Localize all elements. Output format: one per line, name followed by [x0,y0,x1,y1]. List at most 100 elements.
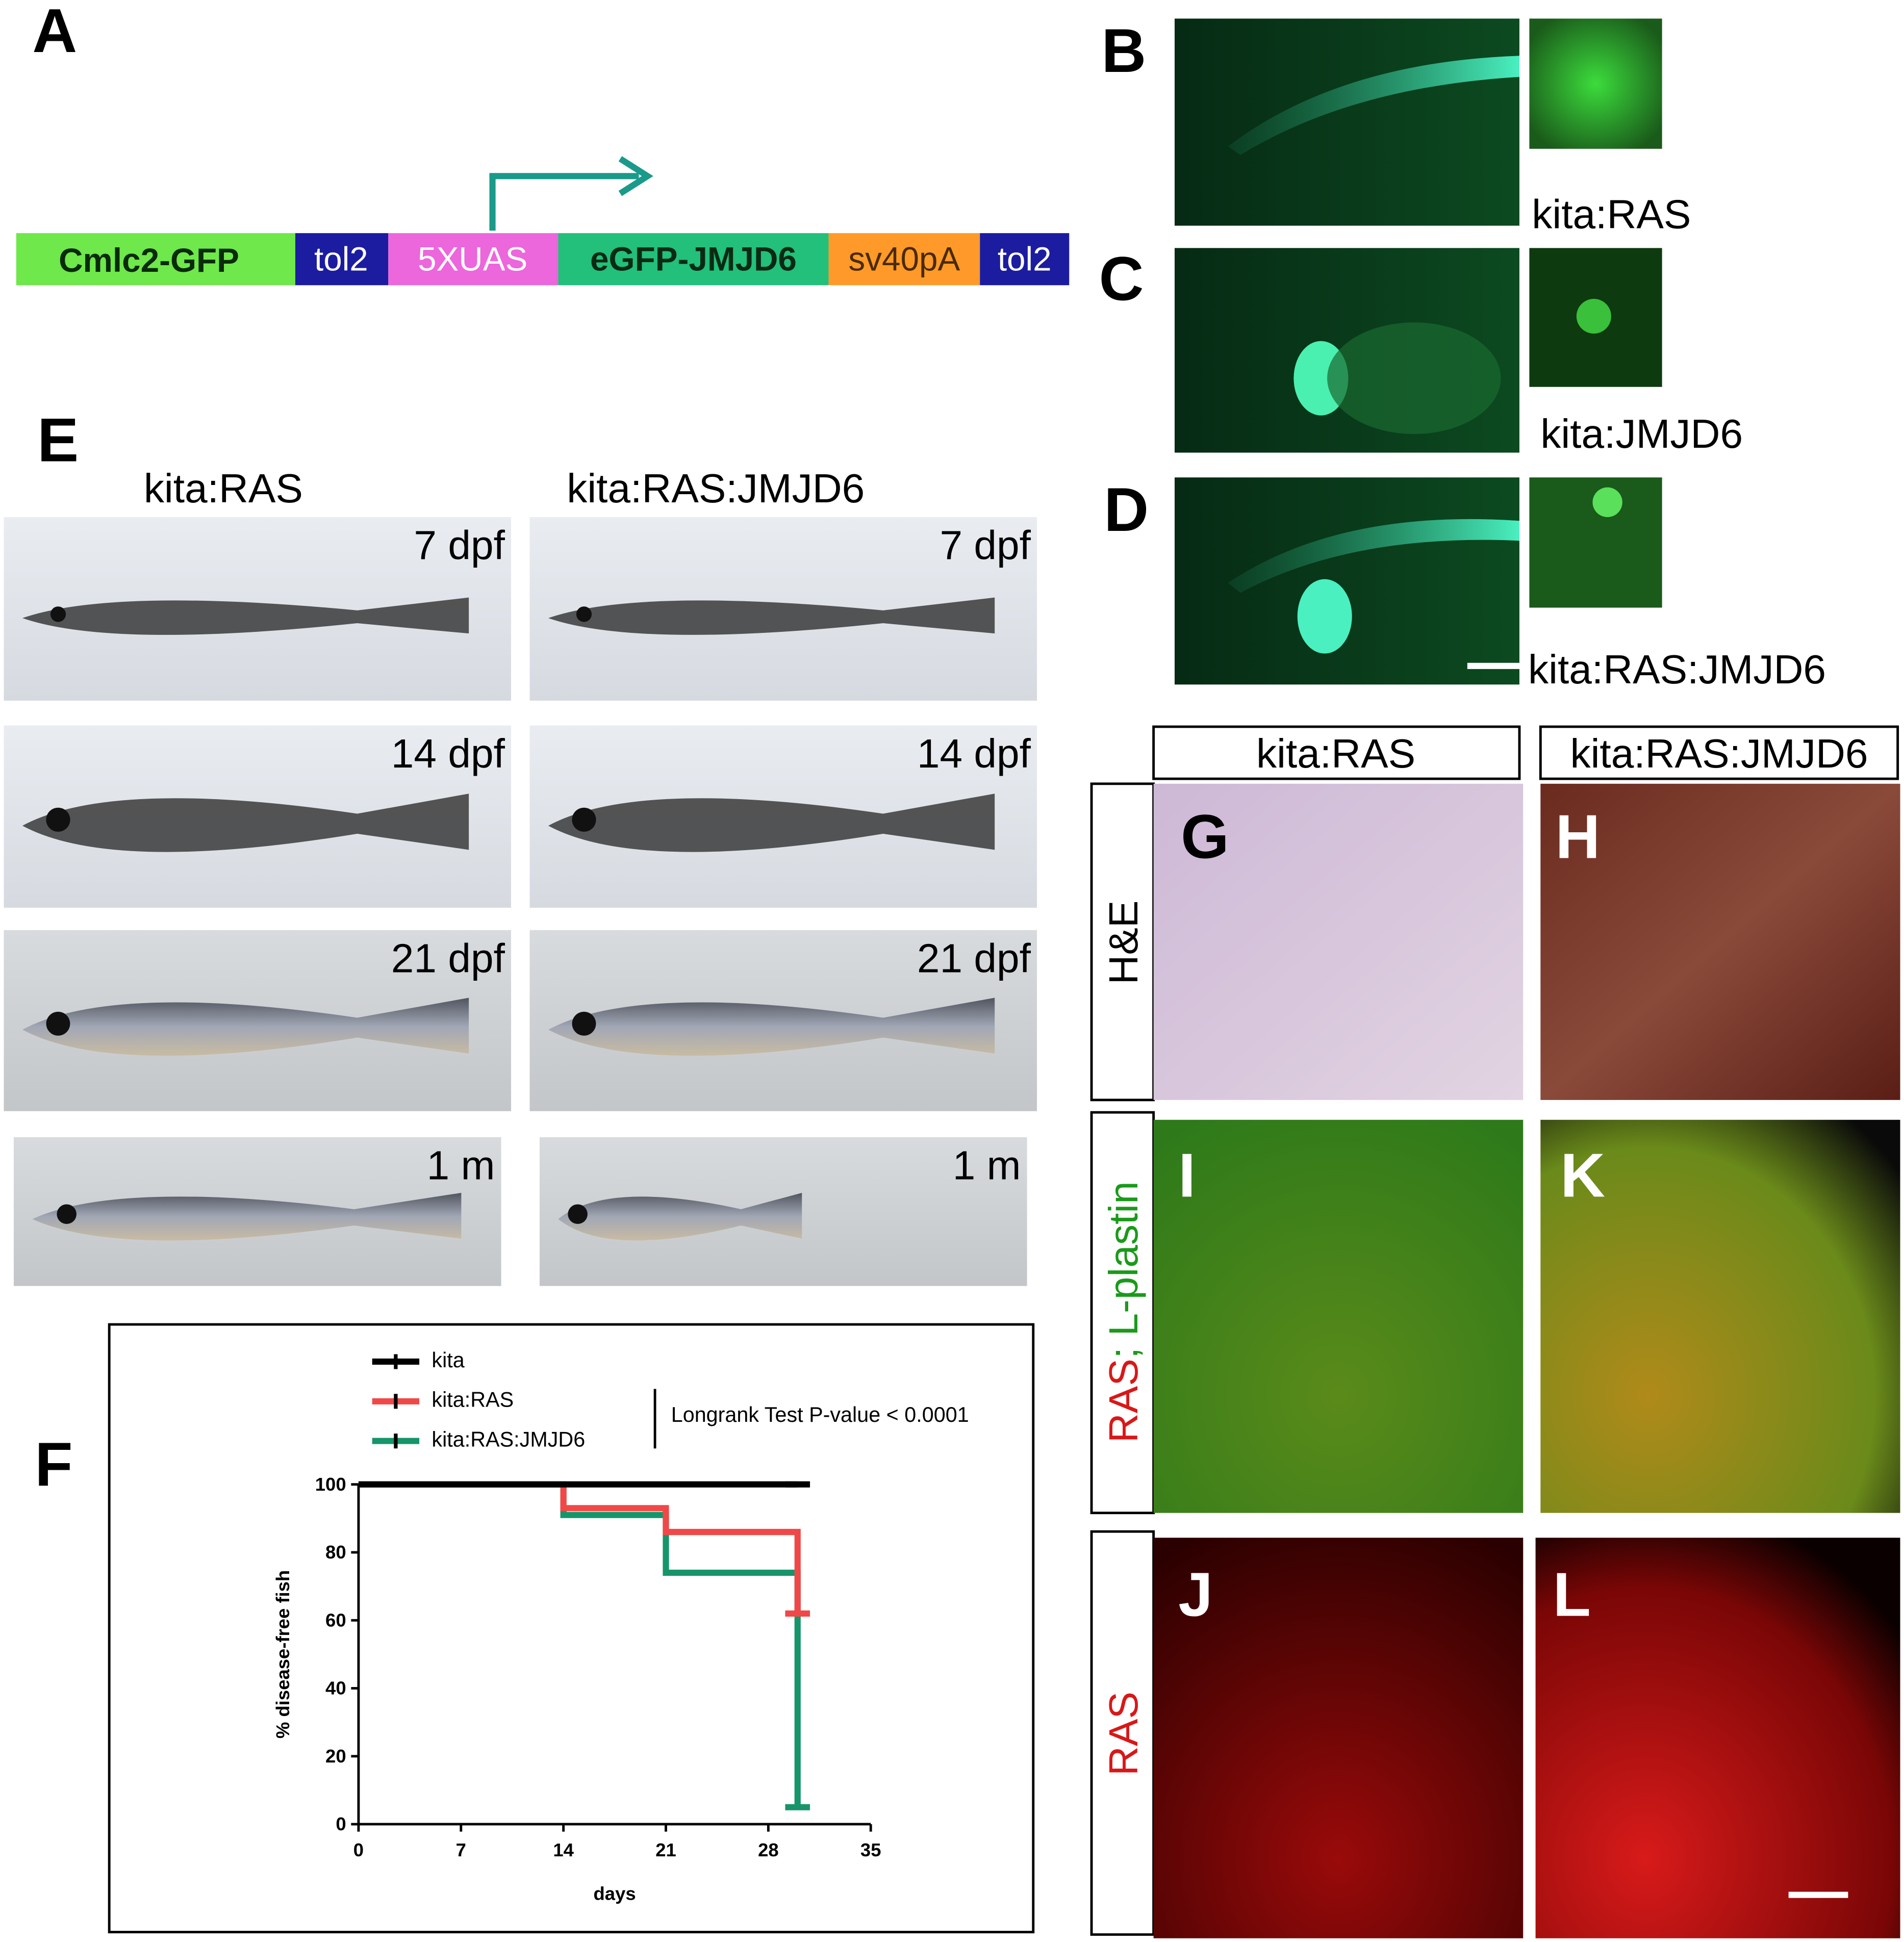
fluorescence-image [1174,477,1519,685]
fish-eye [57,1204,77,1224]
fish [22,597,469,635]
timepoint-label: 7 dpf [414,523,505,569]
x-tick-label: 0 [353,1839,364,1860]
y-tick-label: 0 [336,1813,346,1834]
y-tick-label: 100 [315,1474,346,1495]
immunofluorescence-image [1535,1538,1900,1938]
construct-segment [558,233,829,286]
fish-eye [50,606,66,622]
image-detail [1228,519,1519,593]
construct-segment [16,233,295,286]
timepoint-label: 21 dpf [391,935,505,981]
timepoint-label: 1 m [953,1143,1021,1189]
caption: kita:RAS [1532,191,1691,237]
immunofluorescence-image [1153,1119,1524,1513]
histology-image [1540,783,1900,1100]
caption: kita:JMJD6 [1540,411,1743,457]
fish [558,1192,802,1241]
survival-line [358,1481,801,1614]
x-tick-label: 7 [456,1839,466,1860]
x-axis-label: days [594,1883,636,1904]
immunofluorescence-image [1153,1538,1524,1938]
image-detail [1576,299,1611,334]
row-label: RAS; L-plastin [1101,1181,1147,1443]
timepoint-label: 7 dpf [940,523,1031,569]
histology-image [1153,783,1524,1100]
image-detail [1228,56,1519,155]
segment-label: eGFP-JMJD6 [590,240,797,277]
photo-grid: 7 dpf 7 dpf 14 dpf 14 dpf 21 dpf 21 dpf 1 m 1 m [4,517,1037,1286]
panel-letter: C [1099,244,1144,313]
y-tick-label: 60 [325,1609,346,1630]
fish [32,1192,462,1241]
promoter-arrow [489,173,639,231]
row-label-part: RAS [1101,1359,1147,1443]
y-tick-label: 40 [325,1678,346,1699]
fish-eye [46,807,70,832]
fish-eye [572,1011,596,1036]
panel-letter: B [1102,16,1147,85]
row-label-part: ; L-plastin [1101,1181,1147,1359]
annotation: Longrank Test P-value < 0.0001 [671,1403,969,1426]
x-tick-label: 14 [553,1839,574,1860]
x-tick-label: 28 [758,1839,779,1860]
fluorescence-image [1174,18,1519,226]
segment-label: tol2 [998,240,1052,277]
panel-letter: L [1553,1560,1591,1629]
fish [548,794,995,852]
legend-label: kita:RAS [431,1388,514,1412]
fish [548,597,995,635]
fish [22,794,469,852]
panel-letter: A [32,0,77,65]
timepoint-label: 21 dpf [917,935,1031,981]
legend-label: kita [431,1348,464,1372]
panel-letter: G [1181,802,1229,872]
segment-label: sv40pA [848,240,960,277]
fish [548,998,995,1056]
timepoint-label: 14 dpf [391,731,505,777]
fish-eye [572,807,596,832]
timepoint-label: 1 m [427,1143,495,1189]
segment-label: tol2 [314,240,368,277]
construct-segment [828,233,980,286]
y-axis-label: % disease-free fish [272,1570,293,1739]
image-detail [1592,487,1622,518]
fish-eye [576,606,592,622]
column-header: kita:RAS:JMJD6 [1570,731,1868,777]
row-label: H&E [1101,901,1147,985]
segment-label: 5XUAS [418,240,527,277]
construct-segment [295,233,389,286]
survival-chart: 0 20 40 60 80 100 0 7 14 21 28 35 days % disease-free… [272,1348,969,1904]
construct-segment [980,233,1070,286]
arrow-head [618,156,653,196]
x-tick-label: 21 [655,1839,676,1860]
inset-image [1529,18,1662,149]
caption: kita:RAS:JMJD6 [1528,647,1826,693]
y-tick-label: 20 [325,1746,346,1767]
column-header: kita:RAS [144,466,303,512]
timepoint-label: 14 dpf [917,731,1031,777]
panel-letter: D [1104,475,1149,544]
construct-segment [388,233,558,286]
header-box [1152,725,1521,780]
panel-letter: E [37,405,79,475]
column-header: kita:RAS [1256,731,1415,777]
fish-eye [568,1204,588,1224]
panel-letter: K [1560,1141,1605,1210]
legend-label: kita:RAS:JMJD6 [431,1428,585,1451]
panel-letter: H [1556,802,1601,872]
panel-letter: F [35,1429,72,1499]
segment-label: Cmlc2-GFP [59,242,239,279]
image-detail [1327,322,1501,435]
y-tick-label: 80 [325,1542,346,1563]
fish [22,998,469,1056]
chart-frame [108,1323,1035,1933]
x-tick-label: 35 [860,1839,881,1860]
image-detail [1297,579,1352,654]
immunofluorescence-image [1540,1119,1900,1513]
header-box [1539,725,1899,780]
column-header: kita:RAS:JMJD6 [567,466,865,512]
